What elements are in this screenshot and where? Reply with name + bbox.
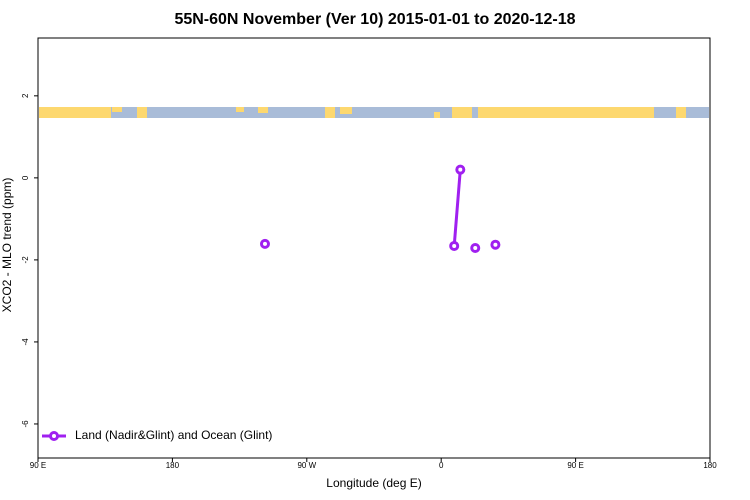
land-segment: [236, 107, 244, 112]
legend-label: Land (Nadir&Glint) and Ocean (Glint): [75, 428, 272, 442]
ocean-band: [39, 107, 709, 118]
land-segment: [676, 107, 686, 118]
x-tick-label: 0: [439, 461, 444, 470]
x-tick-label: 90 E: [30, 461, 46, 470]
land-segment: [452, 107, 472, 118]
x-tick-label: 90 W: [297, 461, 316, 470]
land-segment: [137, 107, 147, 118]
x-tick-label: 180: [703, 461, 717, 470]
data-point: [490, 239, 501, 250]
x-tick-label: 90 E: [567, 461, 583, 470]
data-point: [455, 164, 466, 175]
y-tick-label: 2: [21, 93, 30, 98]
y-axis-label: XCO2 - MLO trend (ppm): [0, 178, 14, 313]
plot-frame: [37, 37, 711, 459]
legend-swatch-marker: [49, 431, 59, 441]
land-segment: [478, 107, 654, 118]
y-tick-label: 0: [21, 175, 30, 180]
data-point: [470, 243, 481, 253]
y-tick-label: -6: [21, 420, 30, 428]
land-segment: [39, 107, 111, 118]
x-tick-label: 180: [166, 461, 180, 470]
land-segment: [325, 107, 335, 118]
chart-title: 55N-60N November (Ver 10) 2015-01-01 to …: [174, 11, 575, 28]
land-segment: [340, 107, 352, 114]
y-tick-label: -2: [21, 256, 30, 264]
series-line: [452, 169, 462, 247]
x-axis-label: Longitude (deg E): [326, 476, 421, 490]
map-strip: [39, 107, 709, 118]
land-segment: [434, 112, 440, 118]
data-point: [259, 238, 270, 249]
data-point: [449, 240, 460, 251]
land-segment: [112, 107, 122, 112]
y-tick-label: -4: [21, 338, 30, 346]
land-segment: [258, 107, 268, 113]
